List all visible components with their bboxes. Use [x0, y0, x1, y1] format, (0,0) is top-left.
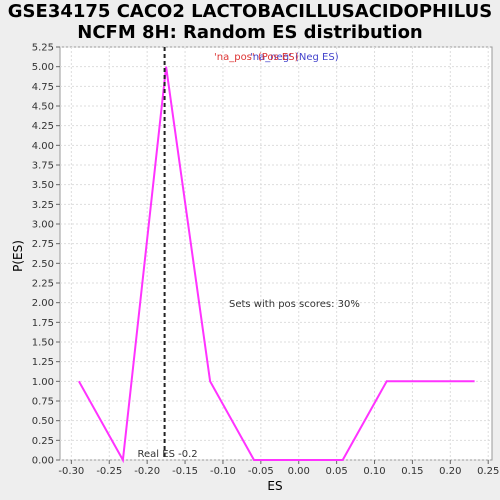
x-tick-label: -0.10 [210, 466, 236, 477]
plot-area [59, 46, 493, 461]
y-tick-label: 1.00 [32, 377, 54, 388]
y-tick-label: 4.50 [32, 102, 54, 113]
y-tick-label: 5.25 [32, 43, 54, 54]
y-tick-label: 4.75 [32, 82, 54, 93]
y-tick-label: 3.25 [32, 200, 54, 211]
x-tick-label: 0.05 [325, 466, 347, 477]
y-tick-label: 1.25 [32, 357, 54, 368]
y-tick-label: 0.00 [32, 456, 54, 467]
legend-neg-label: 'na_neg' (Neg ES) [250, 52, 339, 63]
x-tick-label: -0.15 [172, 466, 198, 477]
y-tick-label: 4.00 [32, 141, 54, 152]
y-tick-label: 2.75 [32, 239, 54, 250]
legend-pos-label: 'na_pos' (Pos ES) [214, 52, 299, 63]
x-axis-ticks: -0.30 -0.25 -0.20 -0.15 -0.10 -0.05 0.00 0.05 0.… [58, 460, 499, 477]
y-tick-label: 1.50 [32, 338, 54, 349]
y-tick-label: 2.25 [32, 279, 54, 290]
y-tick-label: 3.50 [32, 180, 54, 191]
y-tick-label: 0.25 [32, 436, 54, 447]
x-tick-label: -0.05 [248, 466, 274, 477]
y-tick-label: 5.00 [32, 62, 54, 73]
es-distribution-line [78, 66, 475, 464]
y-tick-label: 2.50 [32, 259, 54, 270]
x-tick-label: 0.20 [439, 466, 461, 477]
grid-lines [60, 46, 492, 461]
y-axis-ticks: 0.00 0.25 0.50 0.75 1.00 1.25 1.50 1.75 2.00 2.25… [32, 43, 60, 467]
y-tick-label: 0.50 [32, 416, 54, 427]
chart-title-line-1: GSE34175 CACO2 LACTOBACILLUSACIDOPHILUS [7, 1, 493, 22]
y-tick-label: 2.00 [32, 298, 54, 309]
x-tick-label: -0.20 [134, 466, 160, 477]
x-tick-label: -0.30 [58, 466, 84, 477]
chart-title-line-2: NCFM 8H: Random ES distribution [77, 22, 423, 43]
pos-scores-annotation: Sets with pos scores: 30% [229, 299, 360, 310]
y-tick-label: 3.75 [32, 161, 54, 172]
y-axis-label: P(ES) [11, 240, 25, 272]
y-tick-label: 1.75 [32, 318, 54, 329]
real-es-label: Real ES -0.2 [138, 449, 198, 460]
y-tick-label: 4.25 [32, 121, 54, 132]
x-tick-label: 0.10 [363, 466, 385, 477]
x-tick-label: 0.25 [477, 466, 499, 477]
x-tick-label: 0.15 [401, 466, 423, 477]
x-axis-label: ES [267, 479, 282, 493]
x-tick-label: -0.25 [96, 466, 122, 477]
x-tick-label: 0.00 [288, 466, 310, 477]
y-tick-label: 0.75 [32, 397, 54, 408]
y-tick-label: 3.00 [32, 220, 54, 231]
